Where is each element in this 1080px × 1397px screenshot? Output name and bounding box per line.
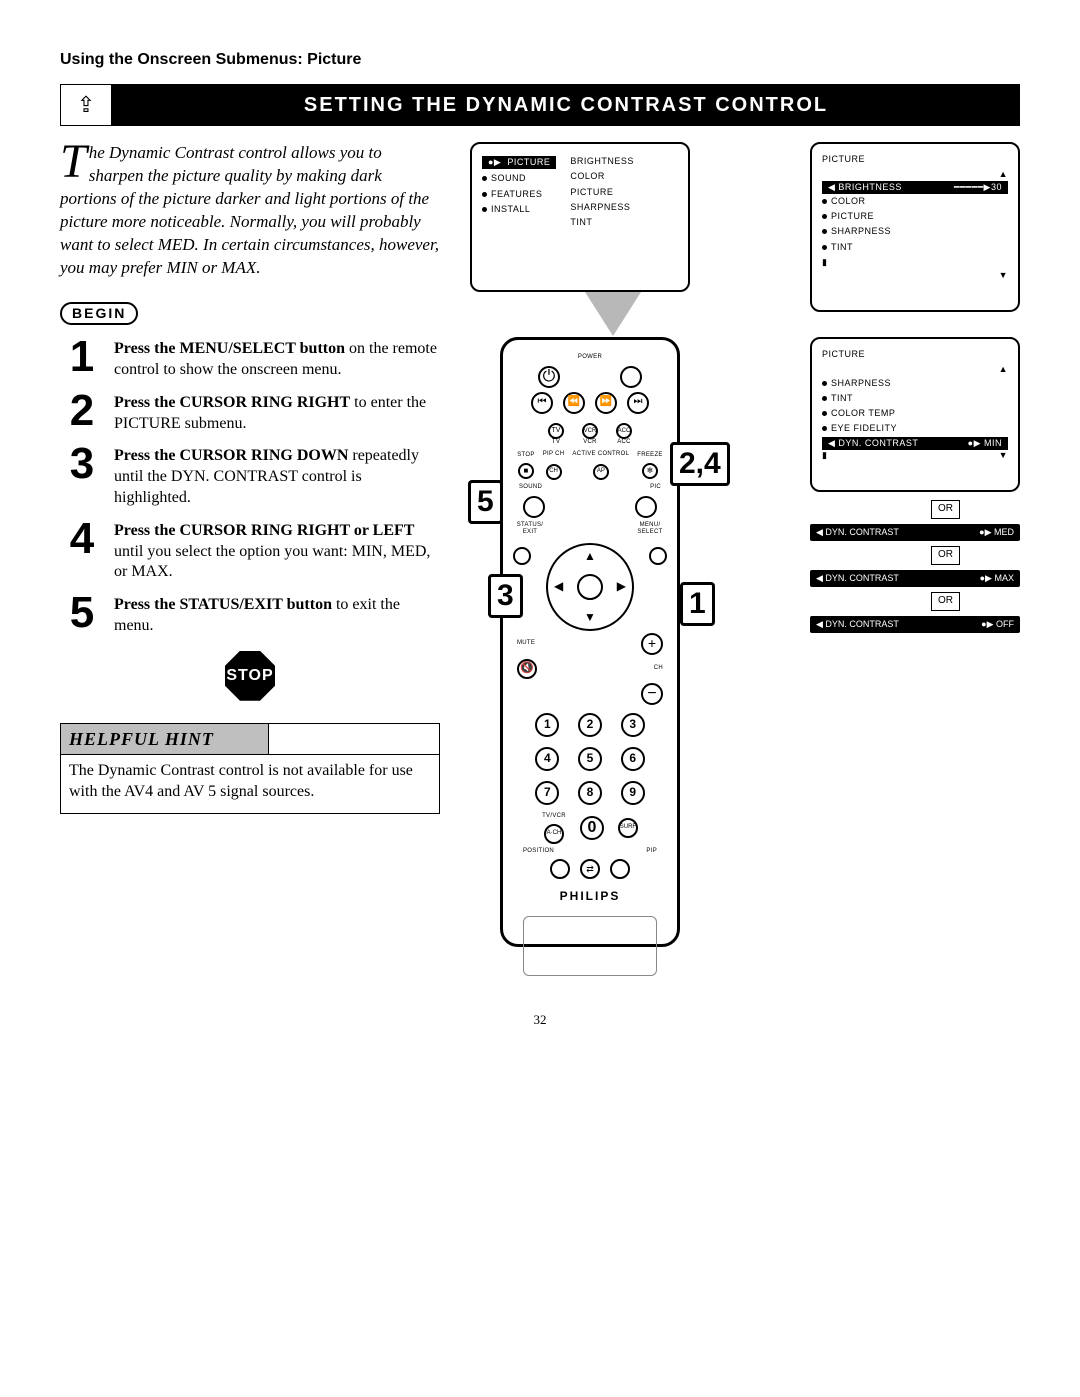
page-number: 32 <box>60 1012 1020 1028</box>
helpful-hint-body: The Dynamic Contrast control is not avai… <box>61 755 439 813</box>
cursor-ring[interactable]: ▲ ▼ ◀ ▶ <box>546 543 634 631</box>
aux-button[interactable] <box>620 366 642 388</box>
status-exit-button[interactable] <box>513 547 531 565</box>
tvvcr-button[interactable]: A·CH <box>544 824 564 844</box>
osd-picture-dyncontrast: PICTURE ▲ SHARPNESS TINT COLOR TEMP EYE … <box>810 337 1020 492</box>
remote-control: POWER ⏻ ⏮ ⏪ ⏩ ⏭ TVTV VCRVCR ACCACC <box>500 337 680 947</box>
vcr-button[interactable]: VCR <box>582 423 598 439</box>
callout-5: 5 <box>468 480 503 524</box>
ch-down-button[interactable]: − <box>641 683 663 705</box>
acc-button[interactable]: ACC <box>616 423 632 439</box>
figure-area: ●▶PICTURE SOUND FEATURES INSTALL BRIGHTN… <box>470 142 1020 972</box>
step-4: 4 Press the CURSOR RING RIGHT or LEFT un… <box>60 519 440 583</box>
pic-button[interactable] <box>635 496 657 518</box>
callout-3: 3 <box>488 574 523 618</box>
key-7[interactable]: 7 <box>535 781 559 805</box>
osd-title: PICTURE <box>822 154 1008 165</box>
callout-1: 1 <box>680 582 715 626</box>
key-1[interactable]: 1 <box>535 713 559 737</box>
step-2: 2 Press the CURSOR RING RIGHT to enter t… <box>60 391 440 435</box>
key-0[interactable]: 0 <box>580 816 604 840</box>
pipch-button[interactable]: CH <box>546 464 562 480</box>
step-number: 5 <box>60 593 104 637</box>
key-5[interactable]: 5 <box>578 747 602 771</box>
intro-dropcap: T <box>60 142 89 183</box>
swap-button[interactable]: ⇄ <box>580 859 600 879</box>
step-3: 3 Press the CURSOR RING DOWN repeatedly … <box>60 444 440 508</box>
helpful-hint-box: HELPFUL HINT The Dynamic Contrast contro… <box>60 723 440 814</box>
key-2[interactable]: 2 <box>578 713 602 737</box>
remote-blank-panel <box>523 916 657 976</box>
osd-main-menu: ●▶PICTURE SOUND FEATURES INSTALL BRIGHTN… <box>470 142 690 292</box>
begin-pill: BEGIN <box>60 302 138 326</box>
tv-button[interactable]: TV <box>548 423 564 439</box>
freeze-button[interactable]: ❄ <box>642 463 658 479</box>
sound-button[interactable] <box>523 496 545 518</box>
mute-button[interactable]: 🔇 <box>517 659 537 679</box>
step-number: 1 <box>60 337 104 381</box>
osd-variant-med: ◀ DYN. CONTRAST●▶ MED <box>810 524 1020 541</box>
step-number: 3 <box>60 444 104 508</box>
menu-select-button[interactable] <box>649 547 667 565</box>
stop-icon: STOP <box>225 651 275 701</box>
ffwd-button[interactable]: ⏩ <box>595 392 617 414</box>
ring-center-button[interactable] <box>577 574 603 600</box>
step-body: Press the CURSOR RING RIGHT to enter the… <box>114 391 440 435</box>
or-label: OR <box>931 592 960 611</box>
step-body: Press the CURSOR RING RIGHT or LEFT unti… <box>114 519 440 583</box>
key-3[interactable]: 3 <box>621 713 645 737</box>
osd-active-row: ◀ DYN. CONTRAST ●▶ MIN <box>822 437 1008 450</box>
title-icon: ⇪ <box>60 84 112 126</box>
intro-paragraph: The Dynamic Contrast control allows you … <box>60 142 440 280</box>
title-row: ⇪ SETTING THE DYNAMIC CONTRAST CONTROL <box>60 84 1020 126</box>
step-number: 2 <box>60 391 104 435</box>
surf-button[interactable]: SURF <box>618 818 638 838</box>
brand-label: PHILIPS <box>513 889 667 904</box>
step-1: 1 Press the MENU/SELECT button on the re… <box>60 337 440 381</box>
step-body: Press the MENU/SELECT button on the remo… <box>114 337 440 381</box>
osd-picture-brightness: PICTURE ▲ ◀ BRIGHTNESS ━━━━━▶30 COLOR PI… <box>810 142 1020 312</box>
or-label: OR <box>931 500 960 519</box>
key-9[interactable]: 9 <box>621 781 645 805</box>
osd-variant-max: ◀ DYN. CONTRAST●▶ MAX <box>810 570 1020 587</box>
callout-24: 2,4 <box>670 442 730 486</box>
osd-active-row: ◀ BRIGHTNESS ━━━━━▶30 <box>822 181 1008 194</box>
next-button[interactable]: ⏭ <box>627 392 649 414</box>
rew-button[interactable]: ⏪ <box>563 392 585 414</box>
pip-button[interactable] <box>610 859 630 879</box>
osd-sub-list: BRIGHTNESS COLOR PICTURE SHARPNESS TINT <box>570 154 634 230</box>
or-label: OR <box>931 546 960 565</box>
stop-badge: STOP <box>60 651 440 701</box>
prev-button[interactable]: ⏮ <box>531 392 553 414</box>
step-body: Press the CURSOR RING DOWN repeatedly un… <box>114 444 440 508</box>
intro-text: he Dynamic Contrast control allows you t… <box>60 143 439 277</box>
page-title: SETTING THE DYNAMIC CONTRAST CONTROL <box>112 84 1020 126</box>
stop-button[interactable]: ■ <box>518 463 534 479</box>
osd-main-list: ●▶PICTURE SOUND FEATURES INSTALL <box>482 154 556 230</box>
funnel-shape <box>585 292 641 336</box>
key-8[interactable]: 8 <box>578 781 602 805</box>
key-6[interactable]: 6 <box>621 747 645 771</box>
active-control-button[interactable]: AP <box>593 464 609 480</box>
left-column: The Dynamic Contrast control allows you … <box>60 142 440 814</box>
power-label: POWER <box>513 354 667 362</box>
right-column: ●▶PICTURE SOUND FEATURES INSTALL BRIGHTN… <box>470 142 1020 972</box>
position-button[interactable] <box>550 859 570 879</box>
power-button[interactable]: ⏻ <box>538 366 560 388</box>
step-body: Press the STATUS/EXIT button to exit the… <box>114 593 440 637</box>
key-4[interactable]: 4 <box>535 747 559 771</box>
section-header: Using the Onscreen Submenus: Picture <box>60 50 1020 70</box>
transport-row: ⏮ ⏪ ⏩ ⏭ <box>513 392 667 414</box>
osd-title: PICTURE <box>822 349 1008 360</box>
step-5: 5 Press the STATUS/EXIT button to exit t… <box>60 593 440 637</box>
step-number: 4 <box>60 519 104 583</box>
keypad: 1 2 3 4 5 6 7 8 9 <box>531 713 649 805</box>
helpful-hint-title: HELPFUL HINT <box>61 724 269 755</box>
osd-variant-off: ◀ DYN. CONTRAST●▶ OFF <box>810 616 1020 633</box>
ch-up-button[interactable]: + <box>641 633 663 655</box>
